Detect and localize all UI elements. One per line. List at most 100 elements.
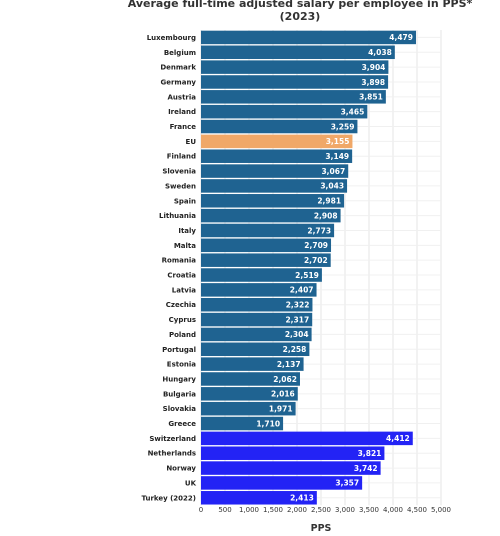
category-label: Denmark (160, 64, 196, 72)
data-label: 3,149 (325, 152, 349, 161)
category-label: France (170, 123, 197, 131)
x-tick-label: 1,000 (239, 506, 259, 514)
bar (201, 312, 313, 327)
category-label: Luxembourg (147, 34, 196, 42)
bar (201, 119, 358, 134)
bar (201, 268, 322, 282)
data-label: 3,851 (359, 93, 383, 102)
bar (201, 179, 348, 193)
category-label: Switzerland (149, 435, 196, 443)
category-label: Austria (168, 93, 197, 101)
data-label: 2,322 (286, 301, 310, 310)
bar (201, 387, 298, 401)
bar (201, 75, 389, 89)
category-label: Poland (169, 331, 196, 339)
bar (201, 60, 389, 74)
category-label: Czechia (166, 301, 196, 309)
category-label: Malta (174, 242, 196, 250)
bar (201, 372, 300, 386)
data-label: 3,465 (341, 107, 365, 116)
data-label: 2,137 (277, 360, 301, 369)
bar (201, 357, 304, 371)
bar (201, 208, 341, 223)
data-label: 2,413 (290, 494, 314, 503)
x-tick-label: 4,500 (407, 506, 427, 514)
bar (201, 446, 385, 460)
bar (201, 491, 317, 505)
bar (201, 327, 312, 342)
category-label: Slovakia (163, 405, 197, 413)
category-label: Latvia (172, 286, 196, 294)
x-tick-label: 3,000 (335, 506, 355, 514)
category-label: Estonia (167, 361, 196, 369)
data-label: 2,709 (304, 241, 328, 250)
category-label: Slovenia (162, 168, 196, 176)
x-tick-label: 5,000 (431, 506, 451, 514)
category-label: Norway (166, 465, 196, 473)
category-label: Hungary (162, 375, 196, 383)
x-tick-label: 2,500 (311, 506, 331, 514)
bar (201, 283, 317, 297)
data-label: 3,904 (362, 63, 386, 72)
bar (201, 476, 363, 490)
category-label: Finland (167, 153, 196, 161)
bar (201, 461, 381, 475)
bar (201, 238, 332, 253)
data-label: 2,407 (290, 286, 314, 295)
data-label: 2,062 (273, 375, 297, 384)
bar (201, 223, 335, 238)
x-axis-title: PPS (311, 523, 332, 534)
bar (201, 416, 284, 431)
data-label: 3,357 (335, 479, 359, 488)
x-tick-label: 1,500 (263, 506, 283, 514)
bar (201, 297, 313, 312)
data-label: 4,412 (386, 434, 410, 443)
data-label: 3,155 (326, 137, 350, 146)
category-label: Croatia (167, 272, 196, 280)
bar (201, 30, 416, 45)
bar (201, 149, 353, 163)
bar (201, 164, 349, 178)
category-label: Ireland (168, 108, 196, 116)
category-label: Greece (168, 420, 196, 428)
x-tick-label: 0 (199, 506, 203, 514)
category-label: EU (186, 138, 197, 146)
category-label: Sweden (165, 182, 196, 190)
category-label: Belgium (164, 49, 196, 57)
bar (201, 431, 413, 446)
bar (201, 401, 296, 416)
category-label: Turkey (2022) (141, 494, 196, 502)
category-label: Portugal (162, 346, 196, 354)
data-label: 2,519 (295, 271, 319, 280)
data-label: 3,742 (354, 464, 378, 473)
category-label: UK (185, 479, 197, 487)
bar (201, 134, 353, 149)
category-label: Germany (160, 78, 196, 86)
data-label: 3,067 (321, 167, 345, 176)
bars-group: Luxembourg 4,479 Belgium 4,038 Denmark 3,904 G… (141, 30, 416, 505)
bar (201, 342, 310, 357)
category-label: Bulgaria (163, 390, 196, 398)
x-tick-label: 2,000 (287, 506, 307, 514)
x-tick-label: 4,000 (383, 506, 403, 514)
category-label: Romania (162, 257, 197, 265)
category-label: Italy (178, 227, 196, 235)
x-tick-label: 3,500 (359, 506, 379, 514)
chart-subtitle: (2023) (280, 10, 321, 23)
category-label: Netherlands (148, 450, 196, 458)
data-label: 2,702 (304, 256, 328, 265)
category-label: Cyprus (169, 316, 196, 324)
data-label: 2,317 (285, 315, 309, 324)
bar (201, 194, 345, 208)
data-label: 3,821 (358, 449, 382, 458)
data-label: 2,908 (314, 211, 338, 220)
bar (201, 45, 395, 60)
data-label: 4,038 (368, 48, 392, 57)
x-axis: 0 500 1,000 1,500 2,000 2,500 3,000 3,500 4,000 4… (199, 506, 451, 514)
data-label: 2,258 (283, 345, 307, 354)
data-label: 2,773 (307, 226, 331, 235)
data-label: 3,259 (331, 122, 355, 131)
x-tick-label: 500 (218, 506, 231, 514)
bar (201, 104, 368, 119)
